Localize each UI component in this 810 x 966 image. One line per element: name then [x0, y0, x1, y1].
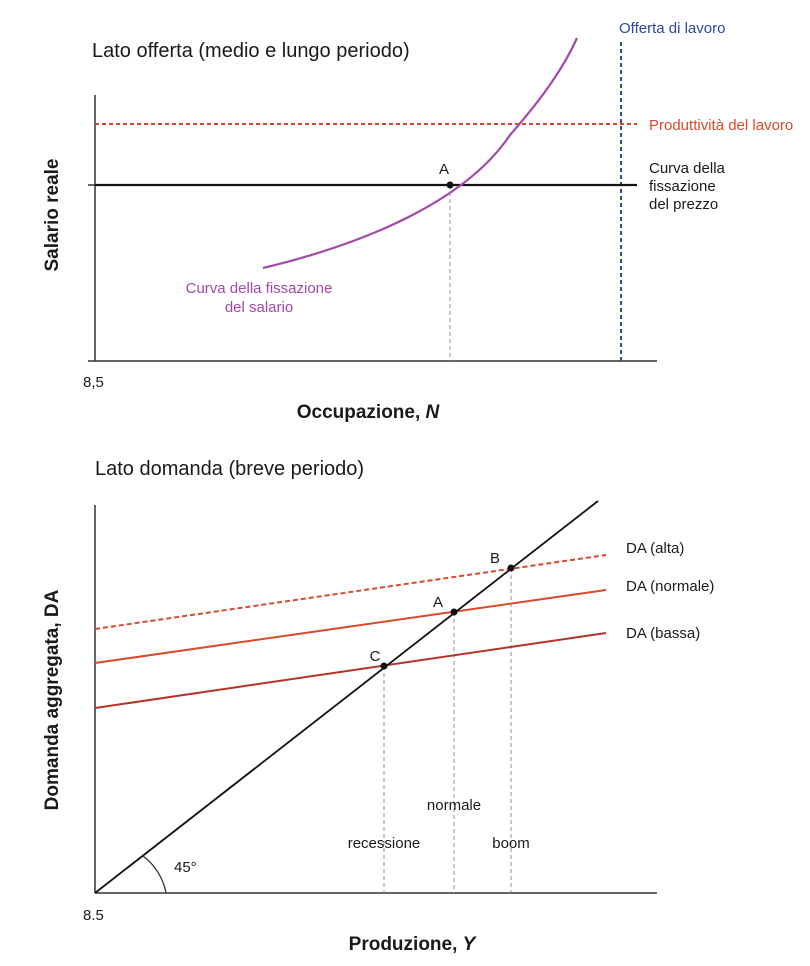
point-c-label: C	[370, 648, 381, 665]
da-low-line	[94, 632, 607, 709]
wage-setting-label-line2: del salario	[225, 299, 293, 316]
da-high-line	[94, 554, 607, 630]
productivity-label: Produttività del lavoro	[649, 117, 793, 134]
boom-marker-label: boom	[492, 835, 530, 852]
top-y-axis-label: Salario reale	[42, 158, 63, 271]
point-b-marker	[507, 564, 515, 572]
labor-supply-label: Offerta di lavoro	[619, 20, 725, 37]
price-setting-label-line2: fissazione	[649, 178, 716, 195]
da-high-label: DA (alta)	[626, 540, 684, 557]
point-a2-marker	[450, 608, 458, 616]
da-normal-line	[94, 589, 607, 664]
angle-label: 45°	[174, 859, 197, 876]
point-a2-label: A	[433, 594, 443, 611]
bottom-origin-label: 8.5	[83, 907, 104, 924]
recession-marker-label: recessione	[348, 835, 421, 852]
da-normal-label: DA (normale)	[626, 578, 714, 595]
point-a-marker	[446, 181, 454, 189]
da-low-label: DA (bassa)	[626, 625, 700, 642]
normal-marker-label: normale	[427, 797, 481, 814]
top-origin-label: 8,5	[83, 374, 104, 391]
point-a-label: A	[439, 161, 449, 178]
point-c-marker	[380, 662, 388, 670]
bottom-chart-title: Lato domanda (breve periodo)	[95, 458, 364, 480]
price-setting-label-line1: Curva della	[649, 160, 726, 177]
wage-setting-label-line1: Curva della fissazione	[186, 280, 333, 297]
point-b-label: B	[490, 550, 500, 567]
angle-arc	[142, 855, 167, 894]
top-chart-title: Lato offerta (medio e lungo periodo)	[92, 40, 410, 62]
supply-side-chart: Lato offerta (medio e lungo periodo) Off…	[42, 20, 793, 423]
price-setting-label-line3: del prezzo	[649, 196, 718, 213]
demand-side-chart: Lato domanda (breve periodo) DA (alta) D…	[42, 458, 714, 955]
forty-five-degree-line	[94, 500, 599, 894]
top-x-axis-label: Occupazione, N	[297, 402, 441, 423]
wage-setting-curve	[262, 37, 579, 270]
bottom-x-axis-label: Produzione, Y	[349, 934, 478, 955]
bottom-y-axis-label: Domanda aggregata, DA	[42, 589, 63, 810]
